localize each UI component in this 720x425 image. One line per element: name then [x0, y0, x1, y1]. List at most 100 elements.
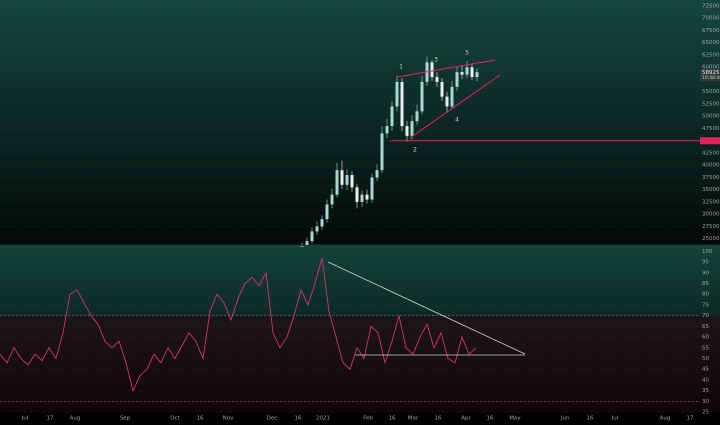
- candle-body: [435, 77, 439, 82]
- y-tick-label: 62500: [702, 52, 720, 58]
- candle-body: [325, 204, 329, 220]
- x-tick-label: May: [509, 416, 521, 422]
- candle-body: [405, 126, 409, 136]
- y-tick-label: 25: [702, 410, 709, 416]
- candle-body: [345, 175, 349, 185]
- candle-body: [385, 126, 389, 134]
- x-tick-label: Jun: [560, 416, 570, 422]
- y-tick-label: 65000: [702, 40, 720, 46]
- y-tick-label: 45: [702, 367, 709, 373]
- x-tick-label: Jul: [21, 416, 29, 422]
- y-tick-label: 40: [702, 377, 709, 383]
- candle-body: [415, 111, 419, 122]
- x-tick-label: Mar: [408, 416, 419, 422]
- y-tick-label: 65: [702, 324, 709, 330]
- countdown-label: 10:48:40: [702, 75, 720, 81]
- candle-body: [445, 96, 449, 107]
- rsi-line: [0, 257, 477, 392]
- x-tick-label: Sep: [120, 416, 131, 422]
- candle-body: [350, 175, 354, 188]
- x-tick-label: Aug: [70, 416, 81, 422]
- y-tick-label: 30000: [702, 212, 720, 218]
- candle-body: [470, 67, 474, 78]
- candle-body: [375, 170, 379, 178]
- x-tick-label: 16: [587, 416, 594, 422]
- candle-body: [315, 226, 319, 232]
- candle-body: [460, 72, 464, 75]
- y-tick-label: 37500: [702, 175, 720, 181]
- x-tick-label: 16: [487, 416, 494, 422]
- x-tick-label: Oct: [170, 416, 180, 422]
- candle-body: [465, 67, 469, 75]
- y-tick-label: 27500: [702, 224, 720, 230]
- candle-body: [430, 62, 434, 78]
- y-tick-label: 50: [702, 356, 709, 362]
- wave-label: 5: [465, 50, 469, 57]
- y-tick-label: 70: [702, 313, 709, 319]
- x-tick-label: 17: [47, 416, 54, 422]
- candle-body: [320, 219, 324, 227]
- candle-body: [330, 194, 334, 205]
- wave-label: 3: [434, 57, 438, 64]
- x-tick-label: 16: [197, 416, 204, 422]
- y-tick-label: 60: [702, 335, 709, 341]
- candle-body: [410, 121, 414, 136]
- rsi-pane: [0, 245, 720, 412]
- y-tick-label: 42500: [702, 150, 720, 156]
- x-tick-label: 16: [435, 416, 442, 422]
- last-price-label: 58925: [702, 70, 720, 76]
- candle-body: [365, 194, 369, 200]
- candle-body: [455, 72, 459, 87]
- candle-body: [335, 170, 339, 195]
- x-tick-label: 16: [295, 416, 302, 422]
- candle-body: [440, 81, 444, 97]
- x-tick-label: Aug: [660, 416, 671, 422]
- candle-body: [450, 86, 454, 107]
- candle-body: [355, 187, 359, 202]
- trend-line-lower: [409, 74, 501, 139]
- y-tick-label: 40000: [702, 163, 720, 169]
- y-tick-label: 25000: [702, 236, 720, 242]
- rsi-trend-line: [327, 261, 526, 355]
- candle-body: [305, 241, 309, 245]
- x-tick-label: Nov: [223, 416, 234, 422]
- last-price-box: [700, 69, 720, 82]
- y-tick-label: 47500: [702, 126, 720, 132]
- y-tick-label: 72500: [702, 3, 720, 9]
- candle-body: [420, 81, 424, 112]
- y-tick-label: 55000: [702, 89, 720, 95]
- time-axis: [0, 412, 720, 425]
- candle-body: [395, 81, 399, 107]
- candle-body: [370, 177, 374, 200]
- y-tick-label: 32500: [702, 199, 720, 205]
- x-tick-label: Feb: [363, 416, 373, 422]
- y-tick-label: 52500: [702, 101, 720, 107]
- candle-body: [360, 194, 364, 202]
- x-tick-label: 2021: [316, 416, 330, 422]
- y-tick-label: 75: [702, 302, 709, 308]
- y-tick-label: 100: [702, 249, 713, 255]
- y-tick-label: 35000: [702, 187, 720, 193]
- x-tick-label: Jul: [611, 416, 619, 422]
- wave-label: 1: [399, 64, 403, 71]
- y-tick-label: 67500: [702, 28, 720, 34]
- candle-body: [475, 72, 479, 78]
- trend-line-upper: [396, 59, 496, 78]
- candle-body: [340, 170, 344, 185]
- x-tick-label: 17: [687, 416, 694, 422]
- wave-label: 2: [413, 147, 417, 154]
- y-tick-label: 60000: [702, 65, 720, 71]
- y-tick-label: 80: [702, 292, 709, 298]
- candle-body: [300, 246, 304, 247]
- y-tick-label: 90: [702, 270, 709, 276]
- candle-body: [390, 106, 394, 127]
- y-tick-label: 95: [702, 260, 709, 266]
- x-tick-label: 16: [389, 416, 396, 422]
- y-tick-label: 70000: [702, 16, 720, 22]
- candle-body: [400, 81, 404, 127]
- y-tick-label: 30: [702, 399, 709, 405]
- y-tick-label: 50000: [702, 114, 720, 120]
- candle-body: [380, 133, 384, 171]
- level-box: [700, 137, 720, 145]
